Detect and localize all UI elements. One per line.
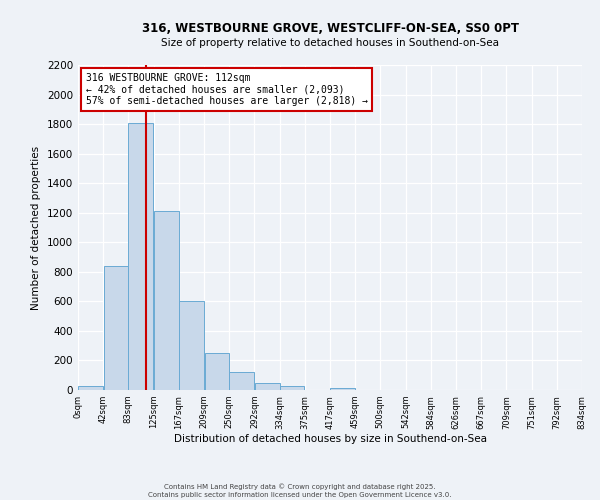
X-axis label: Distribution of detached houses by size in Southend-on-Sea: Distribution of detached houses by size … (173, 434, 487, 444)
Bar (104, 266, 128, 390)
Bar (229, 372, 254, 390)
Bar (255, 382, 280, 390)
Bar (78, 386, 103, 390)
Y-axis label: Number of detached properties: Number of detached properties (31, 146, 41, 310)
Bar (179, 302, 204, 390)
Bar (205, 353, 229, 390)
Text: 316, WESTBOURNE GROVE, WESTCLIFF-ON-SEA, SS0 0PT: 316, WESTBOURNE GROVE, WESTCLIFF-ON-SEA,… (142, 22, 518, 36)
Bar (154, 211, 179, 390)
Bar (128, 122, 153, 390)
Bar (280, 386, 304, 390)
Text: Size of property relative to detached houses in Southend-on-Sea: Size of property relative to detached ho… (161, 38, 499, 48)
Text: 316 WESTBOURNE GROVE: 112sqm
← 42% of detached houses are smaller (2,093)
57% of: 316 WESTBOURNE GROVE: 112sqm ← 42% of de… (86, 73, 368, 106)
Bar (330, 388, 355, 390)
Text: Contains HM Land Registry data © Crown copyright and database right 2025.
Contai: Contains HM Land Registry data © Crown c… (148, 484, 452, 498)
